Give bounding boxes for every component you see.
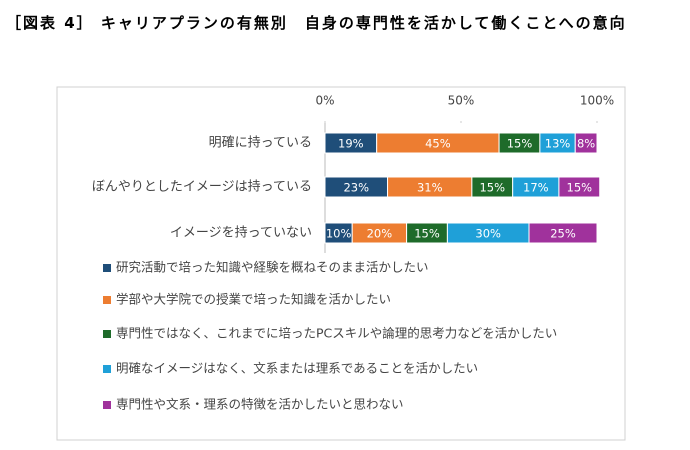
bar-segment: [528, 222, 598, 244]
data-label: 25%: [550, 227, 576, 241]
y-tick-label: ぼんやりとしたイメージは持っている: [92, 180, 312, 195]
data-label: 23%: [343, 181, 369, 195]
bar-segment: [558, 176, 601, 198]
legend-swatch: [103, 401, 111, 409]
legend-swatch: [103, 264, 111, 272]
data-label: 15%: [567, 181, 593, 195]
legend-swatch: [103, 330, 111, 338]
bar-segment: [574, 132, 598, 154]
data-label: 17%: [523, 181, 549, 195]
x-tick-label: 50%: [448, 94, 475, 108]
y-tick-label: 明確に持っている: [209, 135, 312, 151]
legend-label: 専門性ではなく、これまでに培ったPCスキルや論理的思考力などを活かしたい: [116, 326, 557, 341]
data-label: 8%: [577, 137, 595, 151]
data-label: 15%: [507, 137, 533, 151]
data-label: 45%: [425, 137, 451, 151]
data-label: 15%: [414, 227, 440, 241]
data-label: 19%: [338, 137, 364, 151]
data-label: 13%: [545, 137, 571, 151]
data-label: 30%: [475, 227, 501, 241]
legend-swatch: [103, 365, 111, 373]
legend-label: 専門性や文系・理系の特徴を活かしたいと思わない: [116, 397, 404, 412]
legend-label: 明確なイメージはなく、文系または理系であることを活かしたい: [116, 361, 478, 376]
legend-swatch: [103, 296, 111, 304]
chart-frame: [56, 86, 626, 441]
data-label: 31%: [417, 181, 443, 195]
chart-title: ［図表 4］ キャリアプランの有無別 自身の専門性を活かして働くことへの意向: [6, 14, 627, 32]
legend-label: 学部や大学院での授業で培った知識を活かしたい: [116, 292, 391, 307]
data-label: 10%: [326, 227, 352, 241]
y-tick-label: イメージを持っていない: [170, 226, 312, 241]
legend-label: 研究活動で培った知識や経験を概ねそのまま活かしたい: [116, 260, 429, 275]
x-tick-label: 0%: [315, 94, 334, 108]
data-label: 20%: [367, 227, 393, 241]
x-tick-label: 100%: [580, 94, 614, 108]
data-label: 15%: [479, 181, 505, 195]
